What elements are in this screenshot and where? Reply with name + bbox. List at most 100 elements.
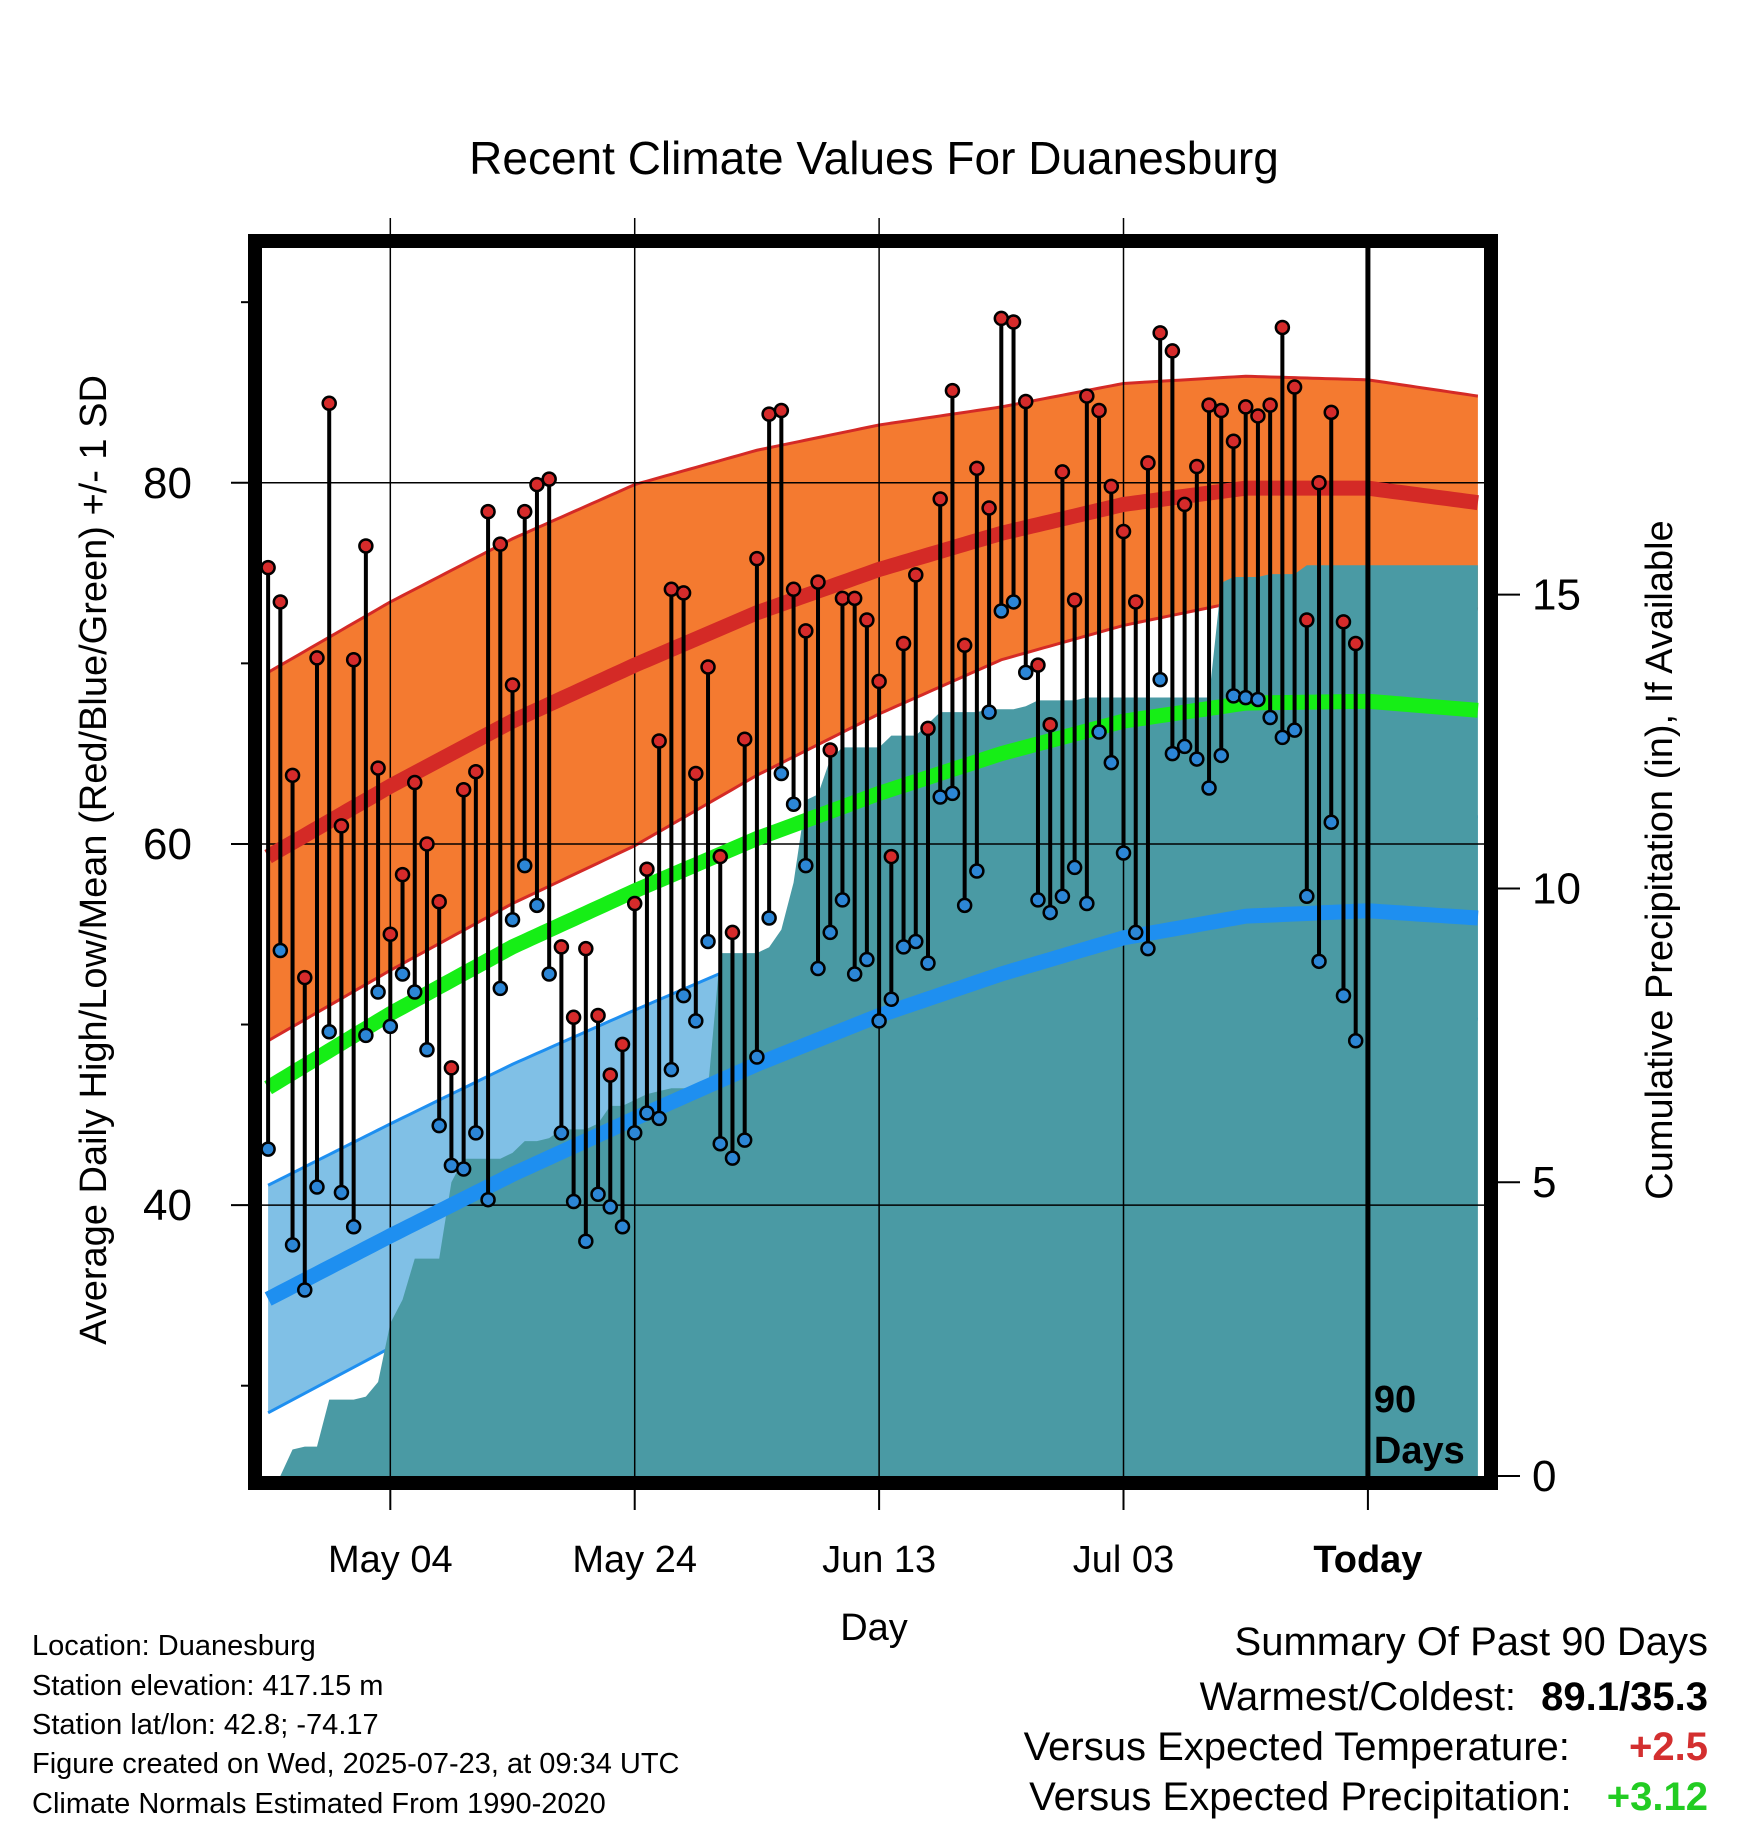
- x-tick-label: Jun 13: [822, 1539, 936, 1581]
- low-dot: [895, 939, 912, 955]
- low-dot: [358, 1027, 374, 1044]
- high-dot: [639, 861, 655, 877]
- y-tick-label: 60: [143, 820, 192, 869]
- high-dot: [1335, 614, 1352, 630]
- high-dot: [1127, 594, 1144, 610]
- low-dot: [321, 1024, 337, 1040]
- daily-dots: [260, 310, 1364, 1298]
- high-dot: [1005, 314, 1022, 330]
- low-dot: [1201, 780, 1217, 796]
- high-dot: [468, 763, 484, 780]
- high-dot: [284, 767, 301, 784]
- high-dot: [1286, 379, 1303, 395]
- high-dot: [345, 651, 362, 668]
- low-dot: [1115, 845, 1132, 861]
- low-dot: [626, 1125, 643, 1141]
- low-dot: [468, 1125, 484, 1141]
- high-dot: [407, 774, 423, 791]
- warmest-coldest-value: 89.1/35.3: [1541, 1675, 1708, 1719]
- high-dot: [1079, 388, 1095, 404]
- low-dot: [1091, 724, 1107, 740]
- x-tick-label: Today: [1313, 1539, 1422, 1581]
- high-dot: [822, 742, 838, 758]
- low-dot: [675, 987, 692, 1004]
- low-dot: [309, 1179, 325, 1195]
- low-dot: [1079, 895, 1095, 912]
- low-dot: [798, 857, 814, 874]
- low-dot: [944, 785, 961, 802]
- low-dot: [480, 1191, 496, 1208]
- y-tick-label: 40: [143, 1181, 192, 1230]
- high-dot: [1054, 464, 1071, 480]
- high-dot: [810, 574, 826, 590]
- high-dot: [541, 471, 557, 487]
- y-tick-label: 80: [143, 459, 192, 508]
- high-dot: [1066, 592, 1083, 608]
- low-dot: [602, 1199, 619, 1215]
- info-elevation: Station elevation: 417.15 m: [32, 1670, 384, 1702]
- high-dot: [736, 731, 753, 747]
- high-dot: [455, 782, 472, 798]
- high-sd-band-upper-edge: [267, 374, 1479, 674]
- low-dot: [578, 1233, 594, 1249]
- high-dot: [1018, 393, 1034, 410]
- high-dot: [1323, 404, 1339, 421]
- low-dot: [1164, 745, 1181, 762]
- high-dot: [859, 612, 875, 628]
- high-dot: [883, 848, 900, 865]
- high-dot: [969, 460, 985, 477]
- info-created: Figure created on Wed, 2025-07-23, at 09…: [32, 1748, 680, 1780]
- high-dot: [871, 673, 887, 690]
- temp-value: +2.5: [1629, 1725, 1708, 1769]
- high-dot: [370, 760, 386, 776]
- high-dot: [1299, 612, 1315, 628]
- low-dot: [541, 966, 557, 982]
- low-dot: [504, 912, 521, 928]
- low-dot: [908, 933, 924, 950]
- y2-tick-label: 0: [1532, 1452, 1556, 1501]
- high-dot: [321, 395, 337, 412]
- low-dot: [846, 966, 863, 982]
- high-dot: [553, 939, 570, 955]
- high-dot: [529, 476, 545, 493]
- low-dot: [492, 980, 509, 997]
- warmest-coldest-label: Warmest/Coldest:: [1199, 1675, 1517, 1719]
- low-dot: [1066, 859, 1083, 876]
- low-dot: [712, 1135, 728, 1152]
- summary-warmest-coldest: Warmest/Coldest: 89.1/35.3: [1200, 1677, 1708, 1717]
- high-dot: [1250, 408, 1266, 424]
- low-dot: [859, 951, 875, 968]
- low-dot: [1127, 924, 1144, 941]
- low-dot: [1347, 1033, 1364, 1049]
- high-dot: [614, 1036, 631, 1053]
- high-dot: [272, 594, 289, 610]
- high-dot: [443, 1060, 460, 1076]
- today-marker-label-line-2: Days: [1374, 1430, 1465, 1472]
- high-dot: [1347, 635, 1364, 652]
- low-dot: [1103, 754, 1120, 771]
- high-dot: [846, 590, 863, 607]
- high-dot: [382, 926, 399, 942]
- y2-tick-label: 10: [1532, 864, 1581, 913]
- high-dot: [1225, 433, 1242, 449]
- low-dot: [407, 984, 423, 1000]
- low-dot: [956, 897, 973, 914]
- low-dot: [419, 1042, 435, 1058]
- high-dot: [578, 940, 594, 957]
- low-dot: [1042, 904, 1058, 921]
- high-dot: [981, 500, 997, 516]
- high-dot: [956, 637, 973, 654]
- high-dot: [1103, 478, 1120, 495]
- x-tick-label: May 04: [328, 1539, 453, 1581]
- low-dot: [370, 984, 386, 1000]
- normal-mean-line: [264, 693, 1479, 1095]
- low-dot: [761, 910, 777, 926]
- daily-range-stems: [266, 318, 1358, 1290]
- high-dot: [297, 969, 313, 986]
- high-dot: [333, 818, 350, 834]
- low-dot: [455, 1161, 472, 1177]
- high-dot: [1164, 343, 1181, 359]
- high-dot: [626, 895, 643, 912]
- high-dot: [1201, 397, 1217, 413]
